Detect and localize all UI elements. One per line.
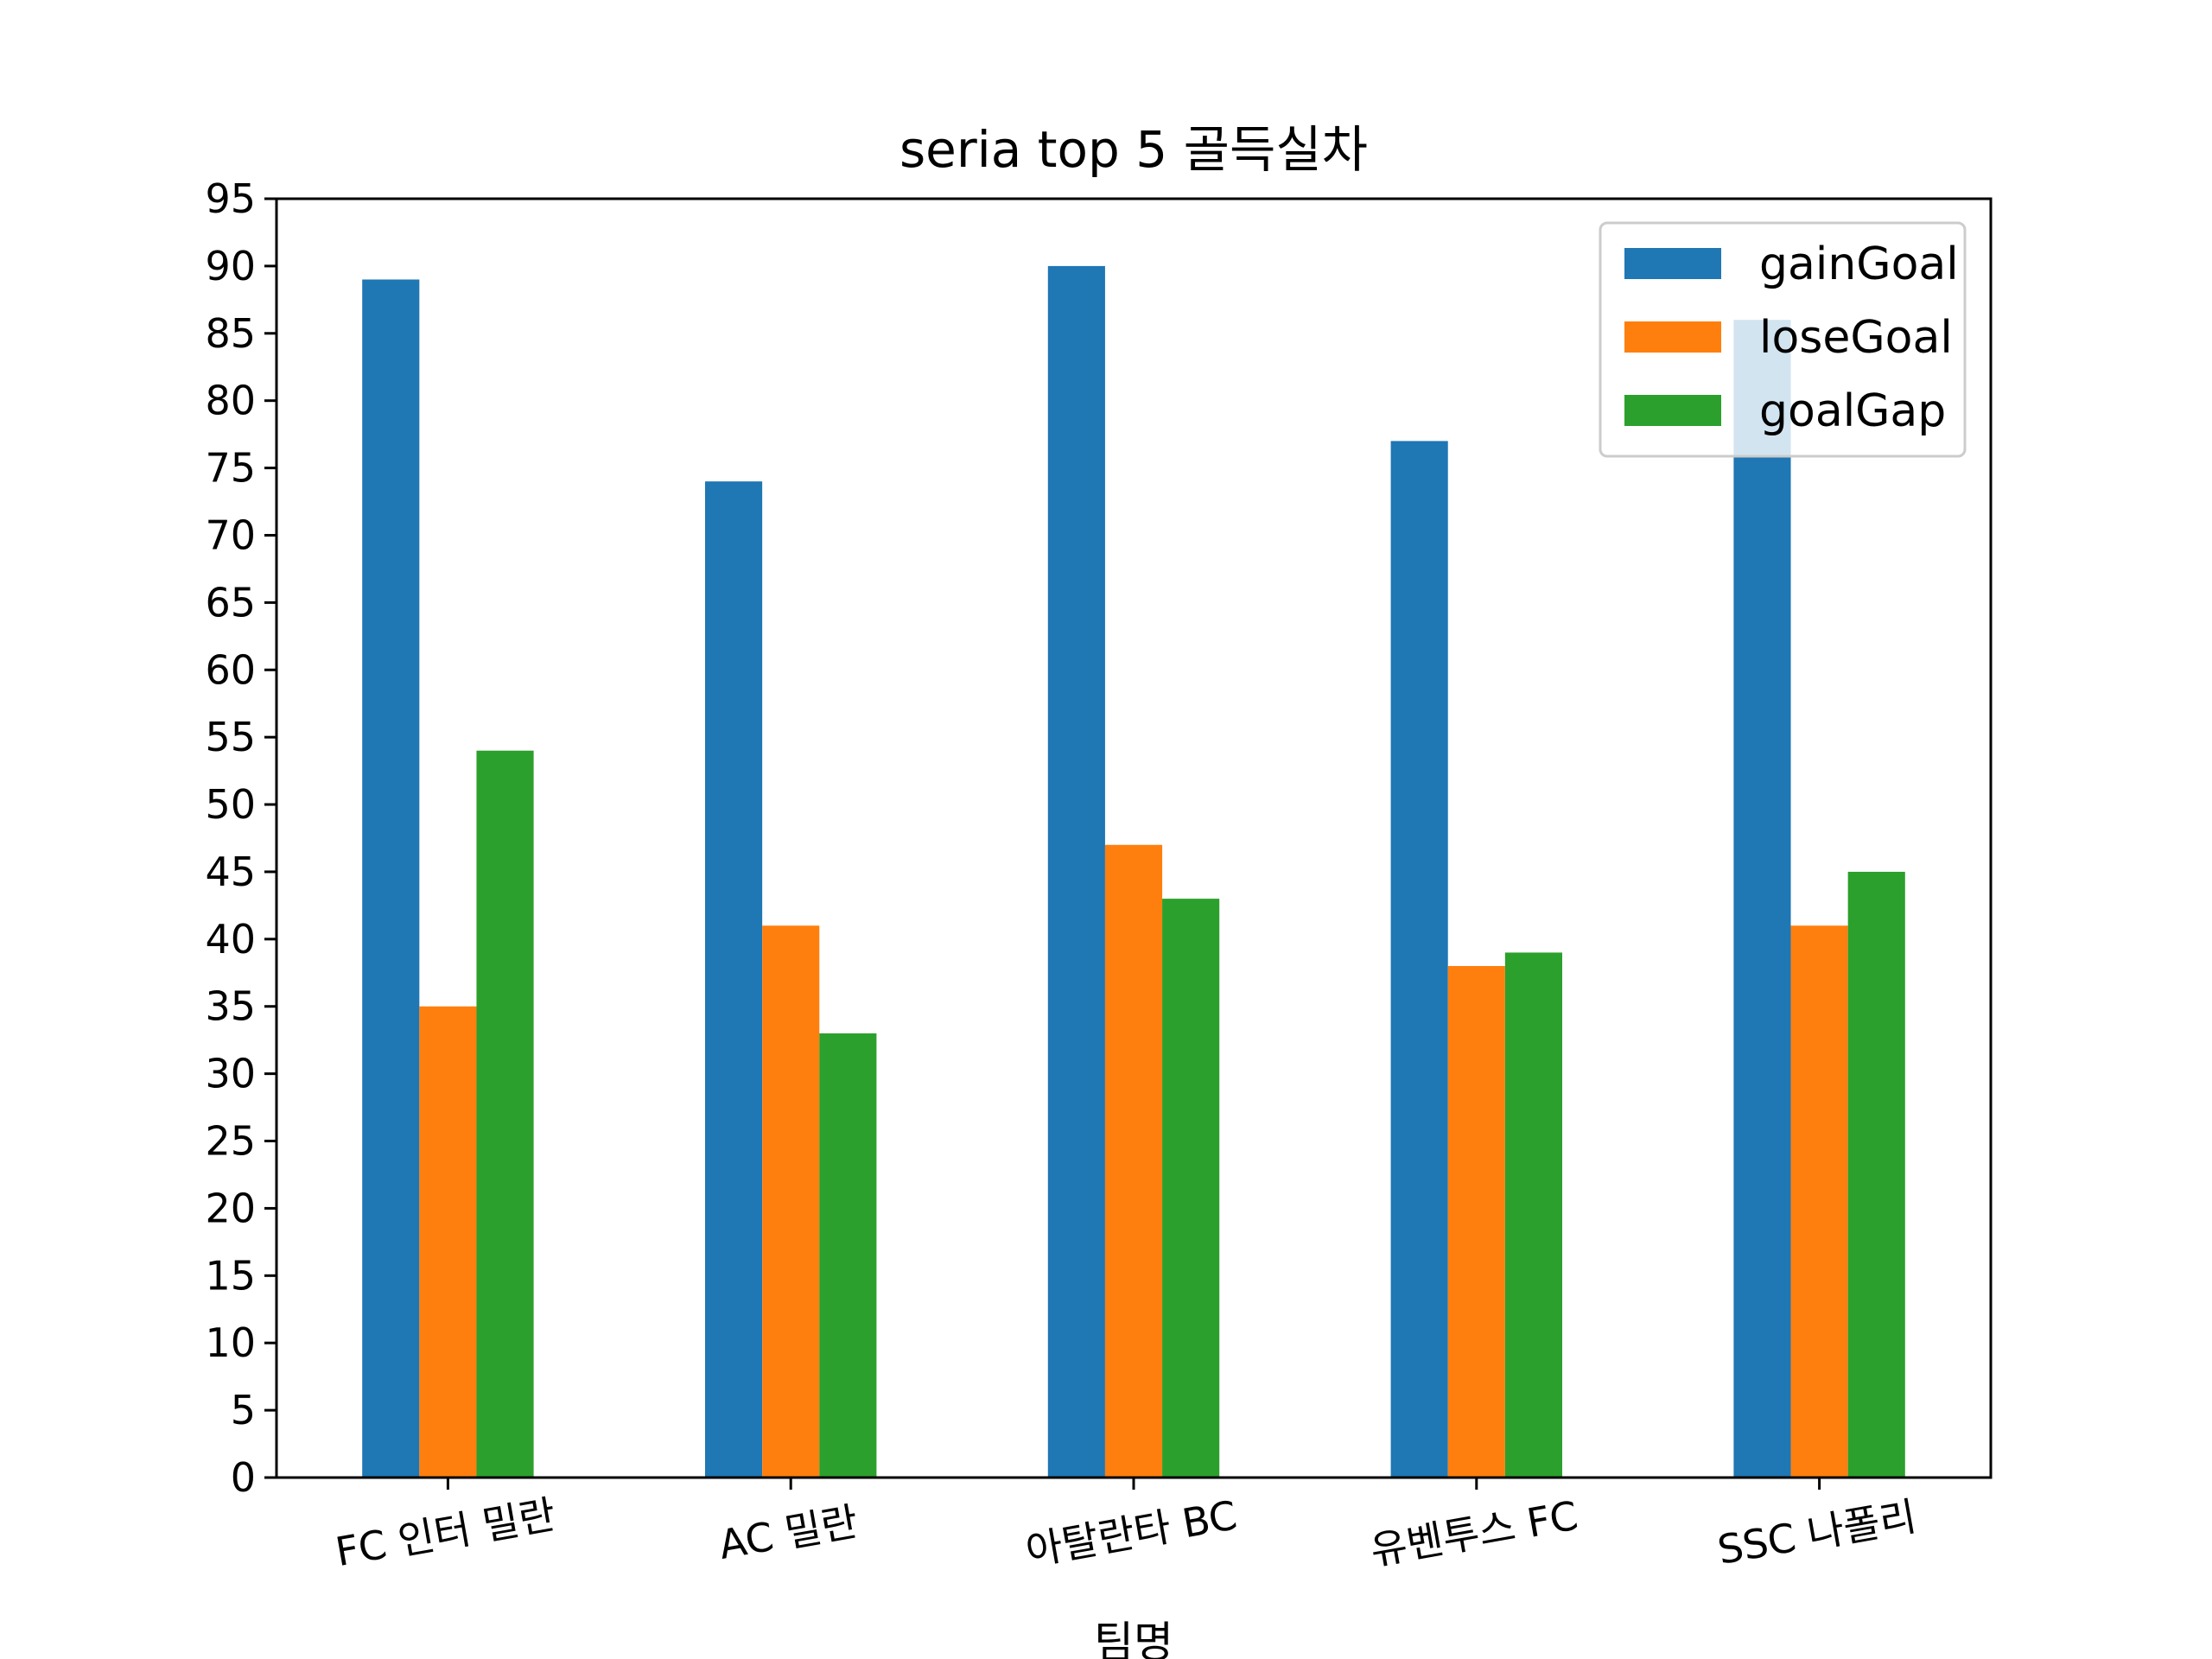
y-tick-label-11: 55 (205, 714, 256, 760)
bar-loseGoal-1 (762, 925, 820, 1478)
y-tick-label-7: 35 (205, 983, 256, 1030)
y-tick-label-9: 45 (205, 849, 256, 895)
y-tick-label-6: 30 (205, 1051, 256, 1097)
bar-goalGap-3 (1504, 952, 1562, 1478)
bars-layer (362, 265, 1905, 1478)
legend-label-loseGoal: loseGoal (1759, 312, 1953, 364)
legend-swatch-goalGap (1624, 395, 1721, 426)
y-tick-label-15: 75 (205, 445, 256, 492)
bar-gainGoal-4 (1733, 320, 1791, 1478)
bar-gainGoal-3 (1390, 441, 1448, 1478)
legend-swatch-gainGoal (1624, 248, 1721, 279)
bar-loseGoal-2 (1104, 844, 1163, 1478)
bar-goalGap-1 (819, 1033, 877, 1478)
chart-title: seria top 5 골득실차 (899, 120, 1368, 179)
y-tick-label-5: 25 (205, 1118, 256, 1165)
y-axis: 0 5 10 15 20 25 30 35 40 45 50 55 60 65 70 75 80 85 90 95 (205, 175, 276, 1501)
y-tick-label-1: 5 (231, 1387, 256, 1433)
y-tick-label-4: 20 (205, 1185, 256, 1231)
y-tick-label-19: 95 (205, 175, 256, 222)
y-tick-label-2: 10 (205, 1319, 256, 1366)
bar-goalGap-0 (476, 750, 534, 1478)
legend-swatch-loseGoal (1624, 321, 1721, 353)
bar-loseGoal-3 (1447, 966, 1505, 1478)
y-tick-label-3: 15 (205, 1252, 256, 1299)
bar-gainGoal-2 (1047, 265, 1105, 1478)
y-tick-label-8: 40 (205, 916, 256, 963)
bar-loseGoal-0 (419, 1006, 477, 1478)
legend: gainGoal loseGoal goalGap (1599, 221, 1967, 458)
bar-gainGoal-1 (705, 481, 763, 1478)
y-tick-label-12: 60 (205, 646, 256, 693)
bar-goalGap-4 (1847, 871, 1905, 1478)
y-tick-label-0: 0 (231, 1454, 256, 1501)
y-tick-label-18: 90 (205, 243, 256, 289)
x-axis-label: 팀명 (1094, 1618, 1173, 1659)
bar-goalGap-2 (1162, 899, 1220, 1478)
y-tick-label-14: 70 (205, 512, 256, 558)
y-tick-label-10: 50 (205, 781, 256, 828)
legend-label-gainGoal: gainGoal (1759, 238, 1959, 290)
y-tick-label-17: 85 (205, 310, 256, 357)
y-tick-label-16: 80 (205, 378, 256, 424)
bar-gainGoal-0 (362, 279, 420, 1478)
bar-loseGoal-4 (1790, 925, 1848, 1478)
legend-label-goalGap: goalGap (1759, 385, 1946, 437)
y-tick-label-13: 65 (205, 579, 256, 626)
